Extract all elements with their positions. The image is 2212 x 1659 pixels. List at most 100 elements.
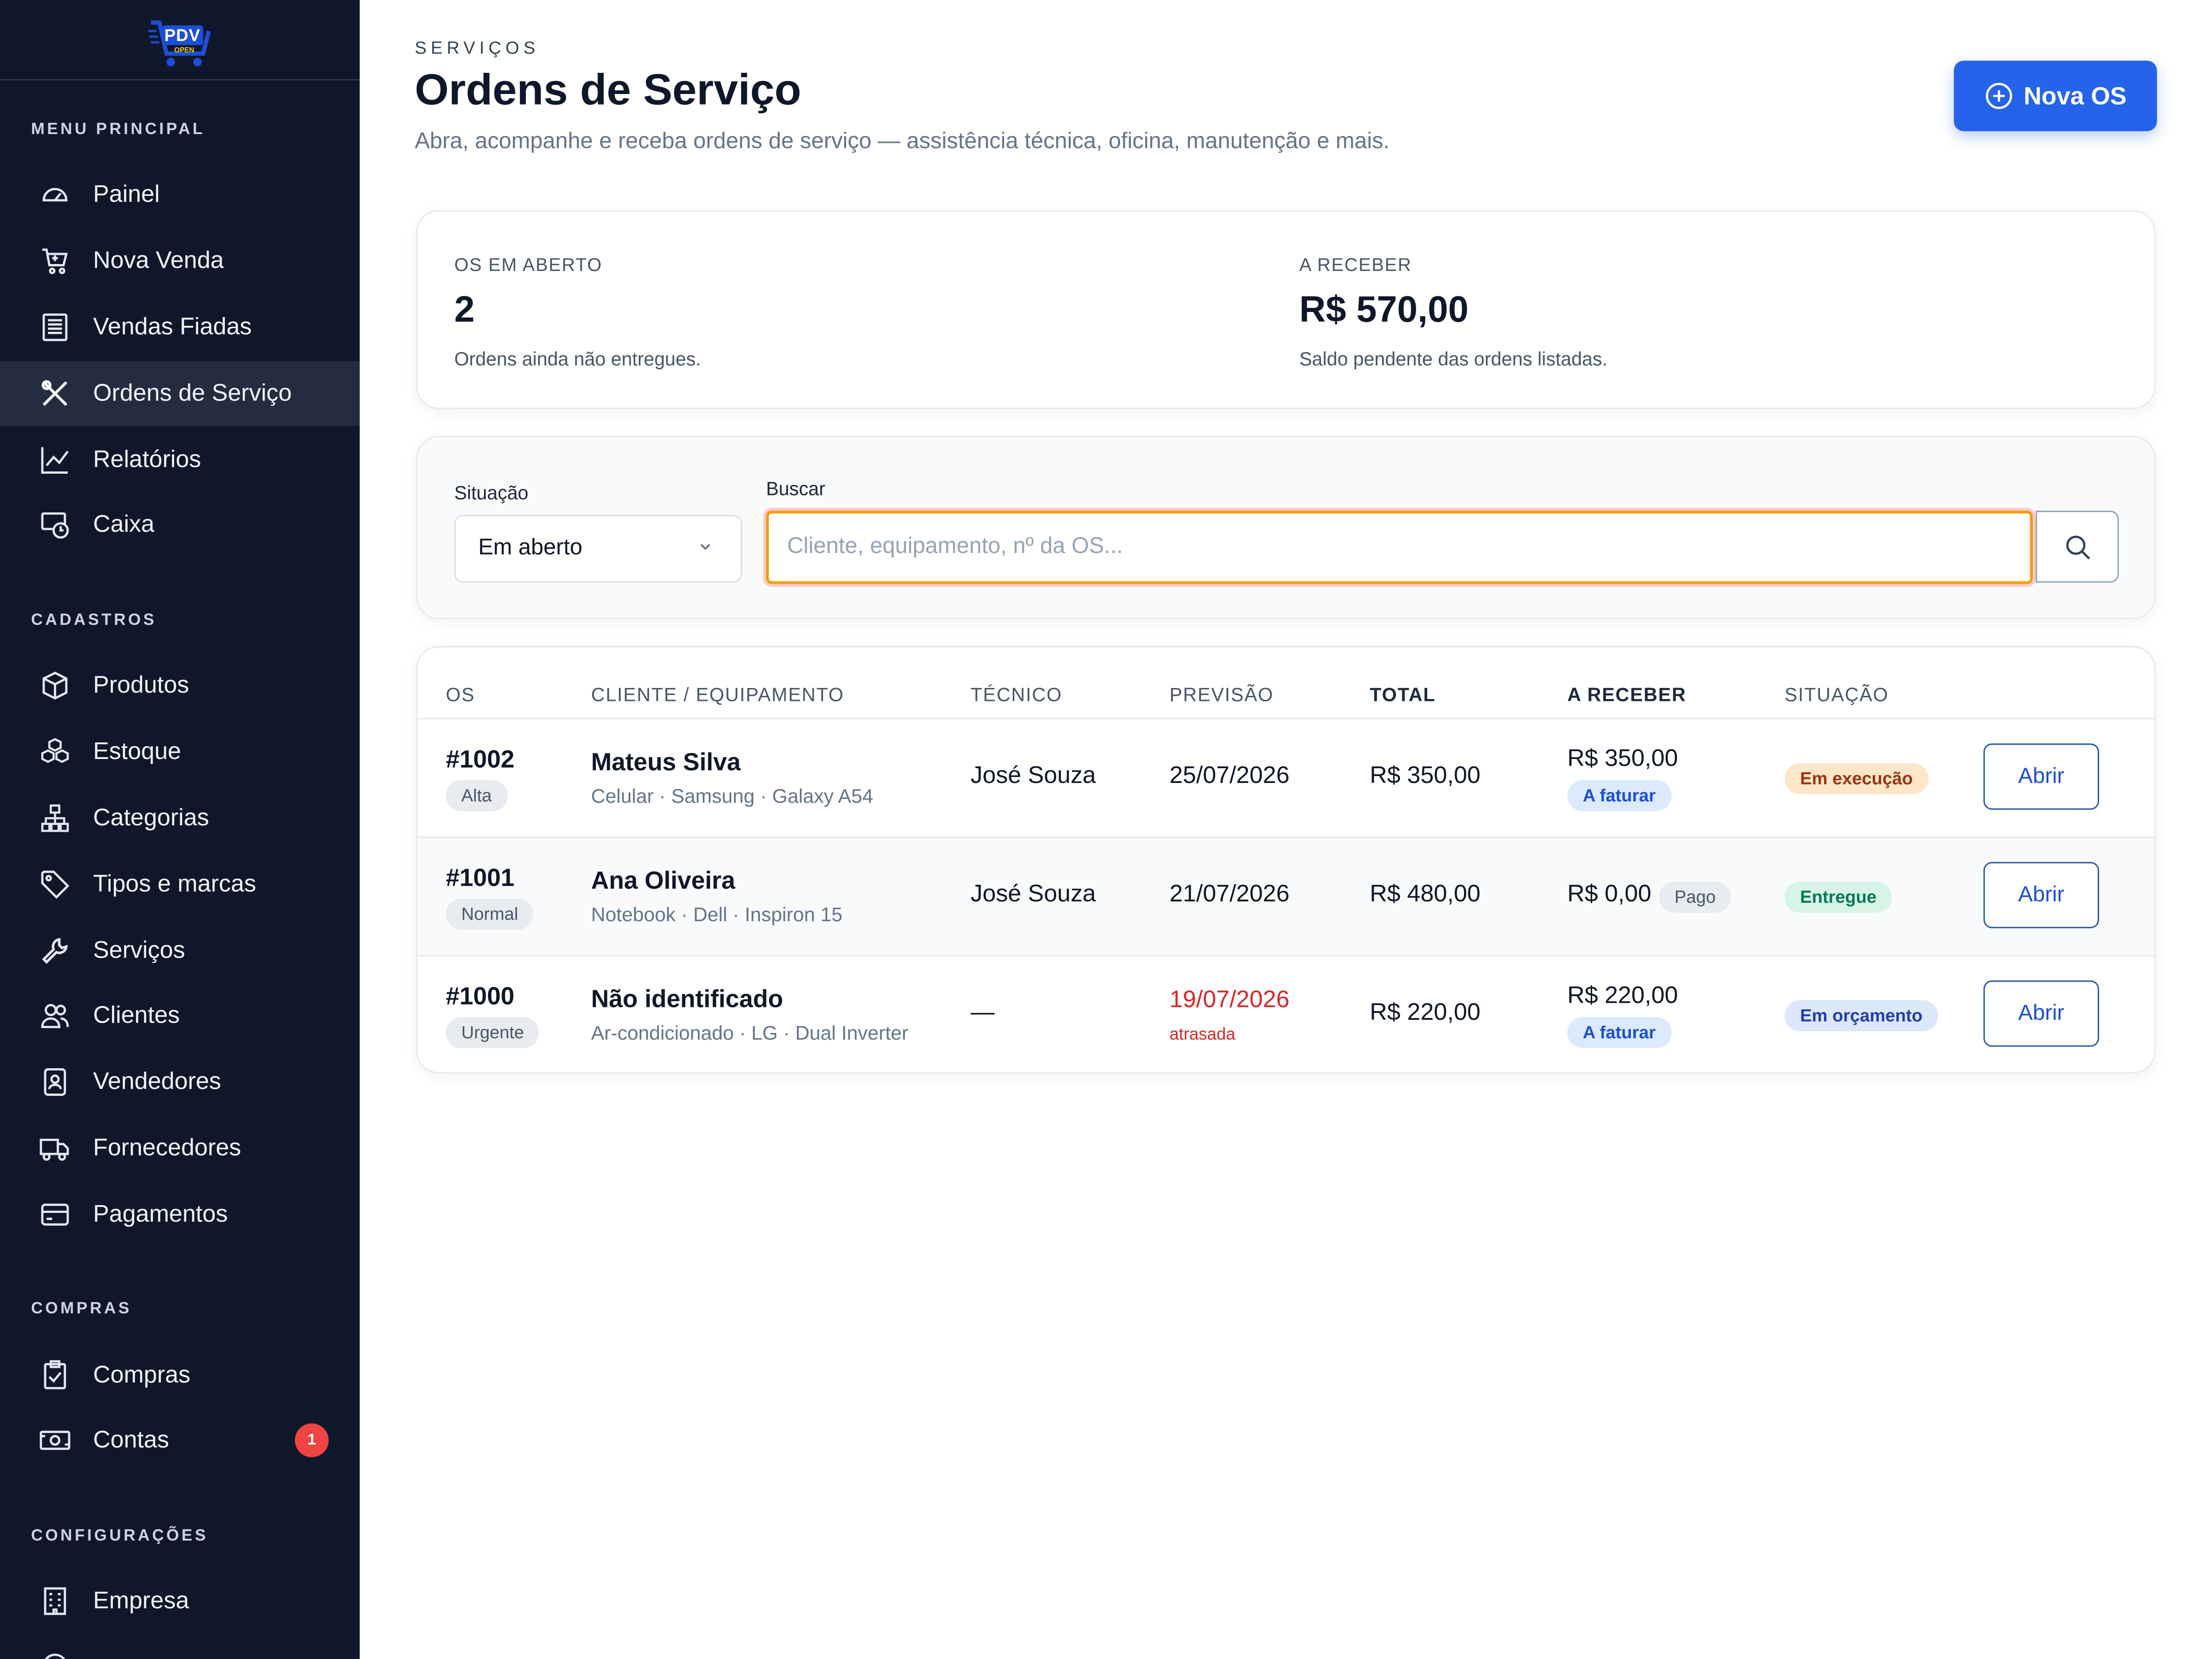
- cart-logo-icon: [147, 20, 210, 66]
- sidebar-item-empresa[interactable]: Empresa: [0, 1569, 360, 1634]
- column-header-os: OS: [446, 684, 475, 706]
- os-number: #1002: [446, 745, 515, 773]
- table-row[interactable]: #1002 Alta Mateus Silva Celular · Samsun…: [418, 718, 2154, 836]
- open-button[interactable]: Abrir: [1983, 980, 2100, 1047]
- sidebar-item-relatorios[interactable]: Relatórios: [0, 428, 360, 493]
- sidebar-item-label: Ordens de Serviço: [93, 379, 292, 406]
- tag-icon: [40, 869, 71, 900]
- sidebar-item-tipos-e-marcas[interactable]: Tipos e marcas: [0, 852, 360, 917]
- sidebar-item-ordens-de-servico[interactable]: Ordens de Serviço: [0, 361, 360, 426]
- chevron-down-icon: [700, 544, 711, 550]
- sidebar-item-compras[interactable]: Compras: [0, 1343, 360, 1408]
- open-button[interactable]: Abrir: [1983, 743, 2100, 810]
- stat-open-value: 2: [454, 288, 475, 330]
- breadcrumb: SERVIÇOS: [414, 38, 540, 58]
- sidebar-item-vendedores[interactable]: Vendedores: [0, 1050, 360, 1115]
- status-select[interactable]: Em aberto: [454, 515, 742, 583]
- column-header-client: CLIENTE / EQUIPAMENTO: [591, 684, 844, 706]
- priority-badge: Normal: [446, 898, 534, 930]
- section-label-compras: COMPRAS: [31, 1300, 132, 1318]
- section-label-cadastros: CADASTROS: [31, 612, 157, 629]
- equipment: Notebook · Dell · Inspiron 15: [591, 903, 843, 926]
- receivable: R$ 350,00: [1567, 745, 1678, 772]
- cart-icon: [40, 246, 71, 276]
- sidebar-item-vendas-fiadas[interactable]: Vendas Fiadas: [0, 295, 360, 360]
- receivable-tag: A faturar: [1567, 780, 1671, 812]
- logo[interactable]: PDV OPEN: [145, 11, 215, 67]
- new-os-button[interactable]: Nova OS: [1953, 60, 2157, 131]
- receivable: R$ 0,00: [1567, 880, 1652, 907]
- receivable-tag: Pago: [1659, 882, 1731, 913]
- sidebar-item-categorias[interactable]: Categorias: [0, 786, 360, 851]
- column-header-total: TOTAL: [1370, 684, 1436, 706]
- stat-receivable-note: Saldo pendente das ordens listadas.: [1299, 348, 1607, 370]
- sidebar-item-painel[interactable]: Painel: [0, 162, 360, 227]
- sidebar-item-nova-venda[interactable]: Nova Venda: [0, 229, 360, 294]
- sidebar-item-caixa[interactable]: Caixa: [0, 492, 360, 557]
- technician: José Souza: [971, 880, 1096, 907]
- total: R$ 480,00: [1370, 880, 1481, 907]
- column-header-due: PREVISÃO: [1169, 684, 1274, 706]
- table-row[interactable]: #1000 Urgente Não identificado Ar-condic…: [418, 955, 2154, 1072]
- column-header-status: SITUAÇÃO: [1784, 684, 1889, 706]
- sidebar-item-clientes[interactable]: Clientes: [0, 983, 360, 1048]
- gauge-icon: [40, 179, 71, 210]
- status-filter-label: Situação: [454, 482, 529, 504]
- filters-card: Situação Em aberto Buscar: [416, 435, 2156, 619]
- client-name: Não identificado: [591, 984, 783, 1013]
- total: R$ 350,00: [1370, 762, 1481, 789]
- due-date: 25/07/2026: [1169, 762, 1290, 789]
- orders-table: OS CLIENTE / EQUIPAMENTO TÉCNICO PREVISÃ…: [416, 646, 2156, 1074]
- sidebar-item-fornecedores[interactable]: Fornecedores: [0, 1116, 360, 1181]
- open-button[interactable]: Abrir: [1983, 862, 2100, 929]
- technician: —: [971, 999, 995, 1026]
- table-row[interactable]: #1001 Normal Ana Oliveira Notebook · Del…: [418, 836, 2154, 955]
- wrench-icon: [40, 935, 71, 966]
- sidebar-item-produtos[interactable]: Produtos: [0, 653, 360, 718]
- sidebar-item-label: Tipos e marcas: [93, 870, 256, 897]
- sidebar-item-label: Vendedores: [93, 1068, 221, 1095]
- sidebar-item-label: Painel: [93, 180, 160, 207]
- receivable: R$ 220,00: [1567, 982, 1678, 1009]
- main-content: SERVIÇOS Ordens de Serviço Abra, acompan…: [360, 0, 2212, 1659]
- settings-icon: [40, 1651, 71, 1659]
- search-input[interactable]: [766, 511, 2033, 584]
- client-name: Mateus Silva: [591, 747, 741, 776]
- logo-subtext: OPEN: [174, 47, 194, 55]
- credit-card-icon: [40, 1199, 71, 1230]
- section-label-main: MENU PRINCIPAL: [31, 121, 206, 138]
- os-number: #1001: [446, 863, 515, 892]
- status-select-value: Em aberto: [478, 536, 582, 560]
- sidebar-item-contas[interactable]: Contas 1: [0, 1408, 360, 1473]
- sidebar-item-label: Empresa: [93, 1587, 189, 1614]
- chart-line-icon: [40, 444, 71, 475]
- sidebar-item-label: Produtos: [93, 671, 189, 699]
- notification-badge: 1: [294, 1423, 329, 1458]
- due-date: 21/07/2026: [1169, 880, 1290, 907]
- boxes-icon: [40, 736, 71, 767]
- sidebar-item-pagamentos[interactable]: Pagamentos: [0, 1182, 360, 1247]
- stat-receivable-label: A RECEBER: [1299, 254, 1412, 275]
- stat-open-label: OS EM ABERTO: [454, 254, 603, 275]
- section-label-config: CONFIGURAÇÕES: [31, 1528, 208, 1545]
- os-number: #1000: [446, 982, 515, 1010]
- search-icon: [2065, 535, 2089, 559]
- priority-badge: Alta: [446, 780, 507, 812]
- sidebar-item-estoque[interactable]: Estoque: [0, 719, 360, 784]
- bill-icon: [40, 1425, 71, 1456]
- sidebar-item-label: Vendas Fiadas: [93, 313, 252, 340]
- sidebar-item-servicos[interactable]: Serviços: [0, 918, 360, 983]
- page-subtitle: Abra, acompanhe e receba ordens de servi…: [414, 129, 1390, 154]
- clipboard-icon: [40, 1360, 71, 1391]
- sidebar-item-label: Compras: [93, 1361, 191, 1388]
- sidebar-item-label: Pagamentos: [93, 1200, 228, 1228]
- column-header-tech: TÉCNICO: [971, 684, 1062, 706]
- logo-text: PDV: [161, 25, 204, 45]
- total: R$ 220,00: [1370, 999, 1481, 1026]
- sidebar-item-partial[interactable]: [0, 1634, 360, 1659]
- sidebar-item-label: Serviços: [93, 936, 185, 964]
- search-button[interactable]: [2036, 511, 2119, 583]
- late-label: atrasada: [1169, 1024, 1235, 1044]
- search-label: Buscar: [766, 478, 825, 500]
- badge-person-icon: [40, 1066, 71, 1097]
